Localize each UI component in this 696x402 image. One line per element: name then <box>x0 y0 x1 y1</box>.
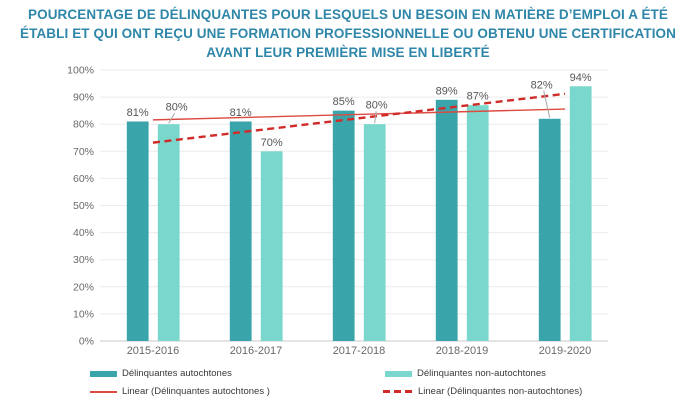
y-tick-label: 50% <box>73 200 94 212</box>
bar-non-autochtones <box>466 105 489 341</box>
legend-label-linear-non-autochtones: Linear (Délinquantes non-autochtones) <box>418 386 583 397</box>
label-leader-line <box>168 112 176 124</box>
x-tick-label: 2018-2019 <box>436 345 489 357</box>
bar-autochtones <box>229 121 252 341</box>
bar-autochtones <box>126 121 149 341</box>
y-tick-label: 30% <box>73 254 94 266</box>
x-tick-label: 2016-2017 <box>230 345 283 357</box>
label-leader-line <box>543 90 551 118</box>
legend-item-autochtones: Délinquantes autochtones <box>90 368 232 379</box>
data-label: 87% <box>467 91 489 103</box>
x-tick-label: 2019-2020 <box>539 345 592 357</box>
legend-swatch-linear-autochtones <box>90 390 117 393</box>
legend-swatch-non-autochtones <box>385 370 412 377</box>
chart-title-line-3: AVANT LEUR PREMIÈRE MISE EN LIBERTÉ <box>206 45 490 60</box>
legend-swatch-autochtones <box>90 370 117 377</box>
bar-non-autochtones <box>157 124 180 341</box>
legend-item-non-autochtones: Délinquantes non-autochtones <box>385 368 546 379</box>
data-label: 94% <box>570 72 592 84</box>
y-tick-label: 20% <box>73 281 94 293</box>
legend-item-linear-autochtones: Linear (Délinquantes autochtones ) <box>90 386 270 397</box>
bar-autochtones <box>332 110 355 342</box>
trendline-solid <box>152 108 566 121</box>
chart-title: POURCENTAGE DE DÉLINQUANTES POUR LESQUEL… <box>0 5 696 62</box>
data-label: 80% <box>366 100 388 112</box>
legend-label-autochtones: Délinquantes autochtones <box>122 368 232 379</box>
trendline-dashed <box>152 92 566 144</box>
bar-autochtones <box>538 118 561 341</box>
y-tick-label: 0% <box>79 336 94 348</box>
bar-chart: 0% 10% 20% 30% 40% 50% 60% 70% 80% 90% 100% 2015-20… <box>67 65 608 357</box>
legend-label-non-autochtones: Délinquantes non-autochtones <box>417 368 546 379</box>
legend-swatch-linear-non-autochtones <box>383 390 413 393</box>
data-label: 80% <box>166 102 188 114</box>
x-tick-label: 2015-2016 <box>127 345 180 357</box>
bar-autochtones <box>435 99 458 341</box>
chart-title-line-1: POURCENTAGE DE DÉLINQUANTES POUR LESQUEL… <box>28 7 668 22</box>
y-tick-label: 40% <box>73 227 94 239</box>
bar-non-autochtones <box>260 151 283 341</box>
legend-label-linear-autochtones: Linear (Délinquantes autochtones ) <box>122 386 270 397</box>
x-tick-label: 2017-2018 <box>333 345 386 357</box>
y-tick-label: 80% <box>73 119 94 131</box>
data-label: 70% <box>261 137 283 149</box>
chart-title-line-2: ÉTABLI ET QUI ONT REÇU UNE FORMATION PRO… <box>20 26 676 41</box>
data-label: 81% <box>127 107 149 119</box>
data-label: 82% <box>531 79 553 91</box>
data-label: 85% <box>333 96 355 108</box>
label-leader-line <box>374 111 377 124</box>
legend-item-linear-non-autochtones: Linear (Délinquantes non-autochtones) <box>383 386 582 397</box>
data-label: 81% <box>230 107 252 119</box>
data-label: 89% <box>436 85 458 97</box>
y-tick-label: 100% <box>67 65 94 77</box>
y-tick-label: 90% <box>73 92 94 104</box>
y-tick-label: 10% <box>73 308 94 320</box>
bar-non-autochtones <box>569 86 592 341</box>
y-tick-label: 60% <box>73 173 94 185</box>
bar-non-autochtones <box>363 124 386 341</box>
y-tick-label: 70% <box>73 146 94 158</box>
